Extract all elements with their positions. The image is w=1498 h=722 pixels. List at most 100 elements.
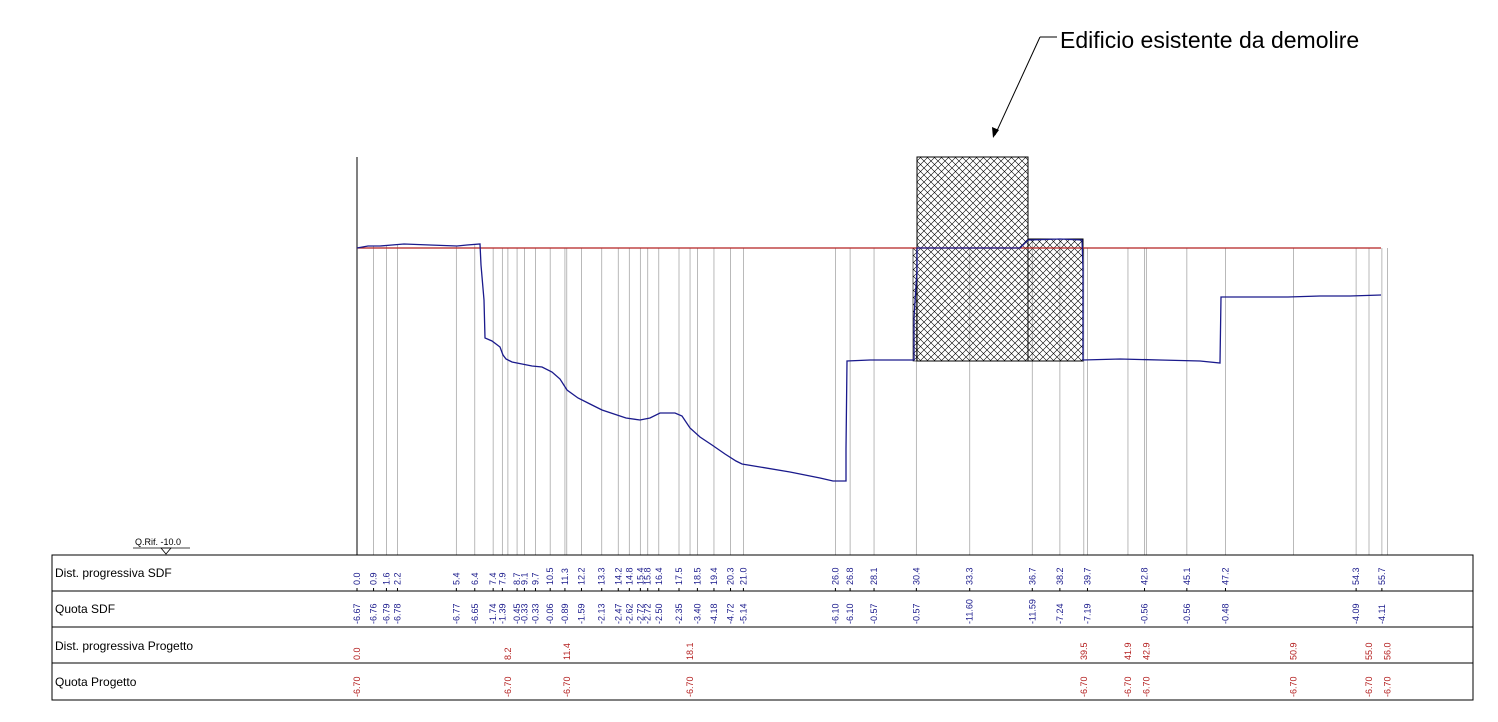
sdf-distance-label: 10.5 [545,567,555,585]
progetto-station-labels: 0.0 -6.70 8.2 -6.70 11.4 -6.70 18.1 -6.70 39.5 -6… [352,642,1392,697]
progetto-quota-label: -6.70 [1364,676,1374,697]
progetto-quota-label: -6.70 [503,676,513,697]
sdf-distance-label: 8.7 [512,572,522,585]
sdf-distance-label: 16.4 [654,567,664,585]
building-tall-block [916,156,1029,362]
sdf-distance-label: 14.2 [613,567,623,585]
sdf-quota-label: -6.10 [845,603,855,624]
annotation-leader [992,36,1057,138]
sdf-quota-label: -2.50 [654,603,664,624]
sdf-quota-label: -2.72 [643,603,653,624]
sdf-quota-label: -6.78 [392,603,402,624]
progetto-quota-label: -6.70 [352,676,362,697]
sdf-quota-label: -11.59 [1027,599,1037,624]
progetto-distance-label: 55.0 [1364,642,1374,660]
sdf-quota-label: -6.77 [451,603,461,624]
station-lines [356,239,1388,591]
sdf-distance-label: 45.1 [1182,567,1192,585]
sdf-distance-label: 7.4 [488,572,498,585]
sdf-quota-label: -2.47 [613,603,623,624]
sdf-quota-label: -3.40 [692,603,702,624]
sdf-distance-label: 17.5 [674,567,684,585]
sdf-quota-label: -6.65 [470,603,480,624]
sdf-quota-label: -1.59 [576,603,586,624]
sdf-distance-label: 7.9 [497,572,507,585]
sdf-distance-label: 39.7 [1082,567,1092,585]
row-label-quota-progetto: Quota Progetto [55,675,137,689]
building-low-block [1027,238,1084,362]
sdf-quota-label: -0.56 [1182,603,1192,624]
sdf-quota-label: -4.18 [709,603,719,624]
sdf-distance-label: 55.7 [1377,567,1387,585]
sdf-quota-label: -2.72 [635,603,645,624]
sdf-quota-label: -2.62 [624,603,634,624]
sdf-distance-label: 42.8 [1140,567,1150,585]
sdf-distance-label: 15.8 [643,567,653,585]
row-label-dist-sdf: Dist. progressiva SDF [55,566,172,580]
sdf-distance-label: 14.8 [624,567,634,585]
sdf-quota-label: -0.45 [512,603,522,624]
progetto-distance-label: 18.1 [685,642,695,660]
sdf-quota-label: -0.57 [911,603,921,624]
sdf-quota-label: -2.13 [597,603,607,624]
sdf-distance-label: 28.1 [869,567,879,585]
progetto-quota-label: -6.70 [1141,676,1151,697]
sdf-distance-label: 9.7 [530,572,540,585]
sdf-distance-label: 12.2 [576,567,586,585]
row-label-quota-sdf: Quota SDF [55,602,115,616]
progetto-distance-label: 39.5 [1079,642,1089,660]
sdf-quota-label: -0.33 [519,603,529,624]
progetto-quota-label: -6.70 [1382,676,1392,697]
terrain-profile-line [356,238,1382,482]
sdf-distance-label: 1.6 [381,572,391,585]
progetto-distance-label: 42.9 [1141,642,1151,660]
sdf-distance-label: 26.0 [830,567,840,585]
sdf-distance-label: 33.3 [965,567,975,585]
sdf-quota-label: -7.24 [1055,603,1065,624]
sdf-quota-label: -0.06 [545,603,555,624]
progetto-distance-label: 0.0 [352,647,362,660]
sdf-distance-label: 30.4 [911,567,921,585]
sdf-quota-label: -0.89 [560,603,570,624]
sdf-station-labels: 0.0 -6.67 0.9 -6.76 1.6 -6.79 2.2 -6.78 5.4 -6.77… [352,567,1387,624]
progetto-quota-label: -6.70 [1289,676,1299,697]
sdf-distance-label: 26.8 [845,567,855,585]
reference-marker [133,547,190,555]
progetto-distance-label: 11.4 [562,643,572,660]
sdf-distance-label: 5.4 [451,572,461,585]
sdf-distance-label: 9.1 [519,572,529,585]
reference-level-label: Q.Rif. -10.0 [135,537,181,547]
sdf-distance-label: 13.3 [597,567,607,585]
sdf-quota-label: -0.56 [1140,603,1150,624]
sdf-quota-label: -0.57 [869,603,879,624]
sdf-quota-label: -2.35 [674,603,684,624]
progetto-distance-label: 8.2 [503,647,513,660]
sdf-distance-label: 15.4 [635,567,645,585]
annotation-label: Edificio esistente da demolire [1060,27,1359,53]
row-label-dist-progetto: Dist. progressiva Progetto [55,639,193,653]
sdf-distance-label: 54.3 [1351,567,1361,585]
sdf-distance-label: 20.3 [726,567,736,585]
sdf-quota-label: -1.74 [488,603,498,624]
progetto-quota-label: -6.70 [1079,676,1089,697]
sdf-distance-label: 47.2 [1220,567,1230,585]
sdf-quota-label: -5.14 [738,603,748,624]
sdf-quota-label: -4.72 [726,603,736,624]
sdf-quota-label: -4.11 [1377,604,1387,624]
sdf-distance-label: 0.9 [369,572,379,585]
sdf-distance-label: 36.7 [1027,567,1037,585]
sdf-quota-label: -4.09 [1351,603,1361,624]
sdf-quota-label: -6.67 [352,603,362,624]
sdf-quota-label: -6.79 [381,603,391,624]
sdf-distance-label: 38.2 [1055,567,1065,585]
sdf-quota-label: -0.48 [1220,603,1230,624]
progetto-distance-label: 56.0 [1382,642,1392,660]
sdf-distance-label: 11.3 [560,568,570,585]
sdf-quota-label: -11.60 [965,599,975,624]
existing-building [912,156,1084,362]
sdf-quota-label: -6.10 [830,603,840,624]
progetto-quota-label: -6.70 [1123,676,1133,697]
data-table-frame [51,554,1474,701]
sdf-distance-label: 6.4 [470,572,480,585]
